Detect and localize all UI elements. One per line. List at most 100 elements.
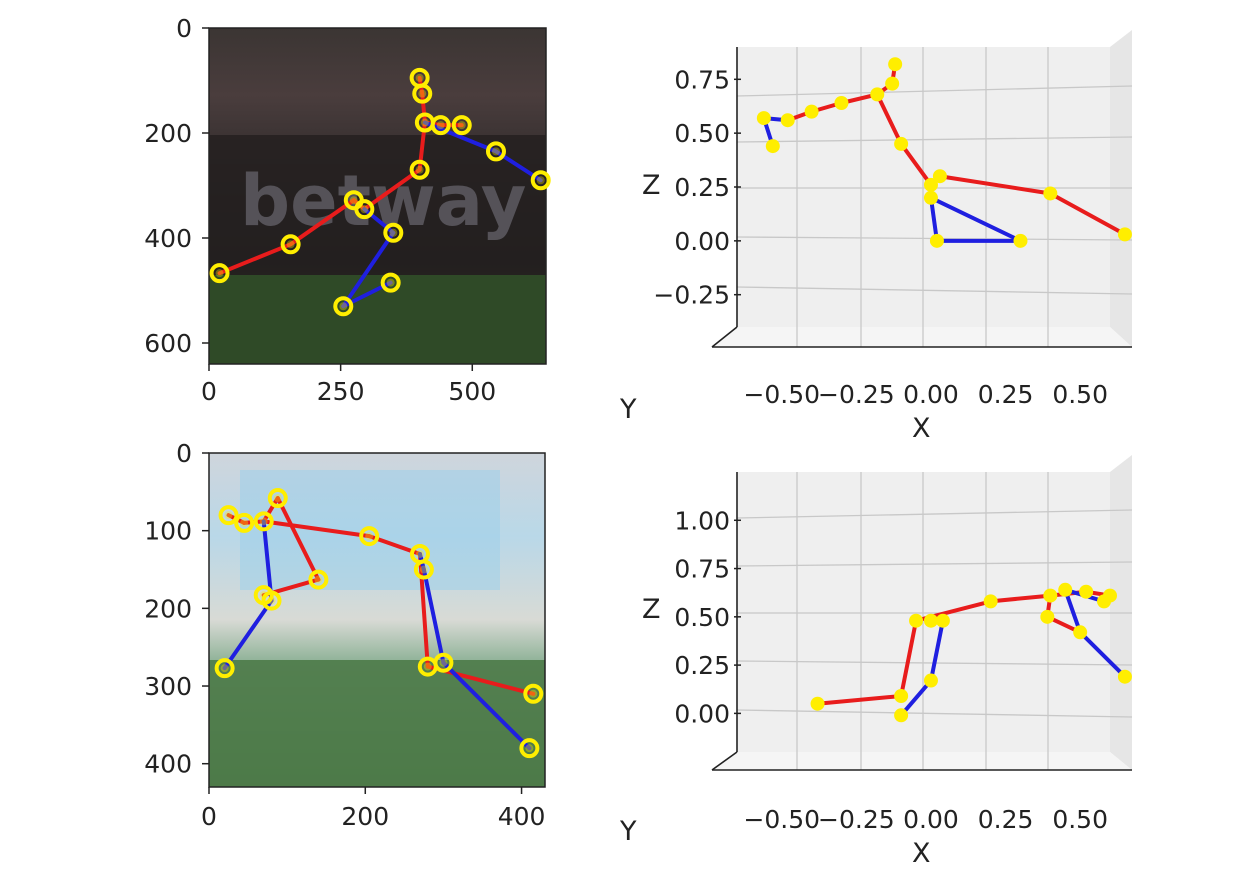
joint-fill (525, 744, 534, 753)
joint-point (359, 526, 380, 547)
joint-point (923, 177, 938, 192)
joint-fill (240, 518, 249, 527)
joint-point (1079, 584, 1094, 599)
joint-point (409, 67, 430, 88)
x-tick-label: −0.50 (743, 805, 820, 834)
joint-fill (314, 575, 323, 584)
x-tick-label: −0.25 (818, 380, 895, 409)
joint-point (253, 511, 274, 532)
joint-point (430, 115, 451, 136)
joint-point (308, 569, 329, 590)
joint-fill (457, 121, 466, 130)
joint-point (519, 738, 540, 759)
y-tick-label: 0.25 (674, 651, 730, 680)
joint-point (935, 613, 950, 628)
bone-right (261, 519, 372, 539)
joint-fill (415, 165, 424, 174)
bone-right (875, 92, 904, 146)
panel-3-marks: −0.50−0.25 0.00 0.25 0.50 0.00 0.25 0.50 0.75 1.… (674, 506, 1132, 834)
joint-point (929, 233, 944, 248)
bone-right (899, 618, 919, 698)
joint-fill (439, 658, 448, 667)
joint-point (894, 708, 909, 723)
joint-fill (389, 228, 398, 237)
joint-fill (418, 89, 427, 98)
joint-point (810, 696, 825, 711)
bone-left (341, 230, 396, 309)
joint-point (354, 199, 375, 220)
joint-point (983, 594, 998, 609)
joint-fill (536, 176, 545, 185)
joint-point (530, 170, 551, 191)
x-tick-label: 200 (341, 802, 389, 831)
x-tick-label: 0 (201, 377, 217, 406)
bone-right (261, 496, 280, 524)
joint-point (804, 104, 819, 119)
x-tick-label: 250 (317, 377, 365, 406)
joint-point (261, 590, 282, 611)
y-axis-label: Y (619, 394, 637, 425)
joint-point (1073, 625, 1088, 640)
panel-2-marks: 0 200 400 0 100 200 300 400 (144, 439, 545, 831)
joint-point (1103, 588, 1117, 603)
joint-fill (224, 511, 233, 520)
joint-point (888, 57, 903, 72)
x-tick-label: 0.00 (903, 380, 959, 409)
bone-right (275, 496, 321, 582)
y-tick-label: 0.00 (674, 699, 730, 728)
bone-left (1078, 630, 1127, 679)
bone-left (928, 195, 1023, 243)
y-tick-label: 0.50 (674, 603, 730, 632)
joint-point (1013, 233, 1028, 248)
x-tick-label: 0.50 (1052, 805, 1108, 834)
joint-point (234, 512, 255, 533)
photo-banner-lettering: betway (240, 160, 526, 242)
joint-point (1117, 227, 1132, 242)
x-axis-label: X (912, 838, 931, 869)
joint-fill (491, 147, 500, 156)
z-axis-label: Z (642, 594, 661, 625)
y-tick-label: 300 (144, 672, 192, 701)
joint-point (523, 683, 544, 704)
y-axis-line (711, 751, 738, 771)
bone-right (420, 91, 427, 125)
x-tick-label: −0.25 (818, 805, 895, 834)
y-tick-label: 400 (144, 750, 192, 779)
y-axis-line (711, 326, 738, 348)
z-axis-label: Z (642, 170, 661, 201)
joint-fill (259, 517, 268, 526)
joint-fill (436, 121, 445, 130)
joint-point (909, 613, 924, 628)
y-tick-label: 0.50 (674, 119, 730, 148)
bone-left (422, 120, 498, 154)
joint-point (413, 559, 434, 580)
joint-fill (220, 664, 229, 673)
y-tick-label: 600 (144, 329, 192, 358)
joint-point (885, 76, 900, 91)
photo-pitch (209, 660, 545, 787)
joint-fill (360, 205, 369, 214)
y-tick-label: 0 (176, 14, 192, 43)
joint-point (383, 222, 404, 243)
x-tick-label: 500 (448, 377, 496, 406)
y-tick-label: 100 (144, 517, 192, 546)
x-tick-label: 0.25 (978, 805, 1034, 834)
bone-right (1048, 191, 1127, 237)
joint-point (409, 159, 430, 180)
floor-pane (712, 752, 1132, 770)
bone-left (222, 598, 274, 671)
joint-fill (420, 118, 429, 127)
joint-fill (423, 662, 432, 671)
bone-right (899, 141, 933, 187)
joint-fill (415, 549, 424, 558)
joint-point (333, 296, 354, 317)
joint-point (433, 652, 454, 673)
joint-point (218, 505, 239, 526)
bone-left (441, 660, 532, 751)
joint-fill (273, 494, 282, 503)
bone-right (288, 198, 356, 247)
joint-fill (286, 240, 295, 249)
joint-point (214, 658, 235, 679)
